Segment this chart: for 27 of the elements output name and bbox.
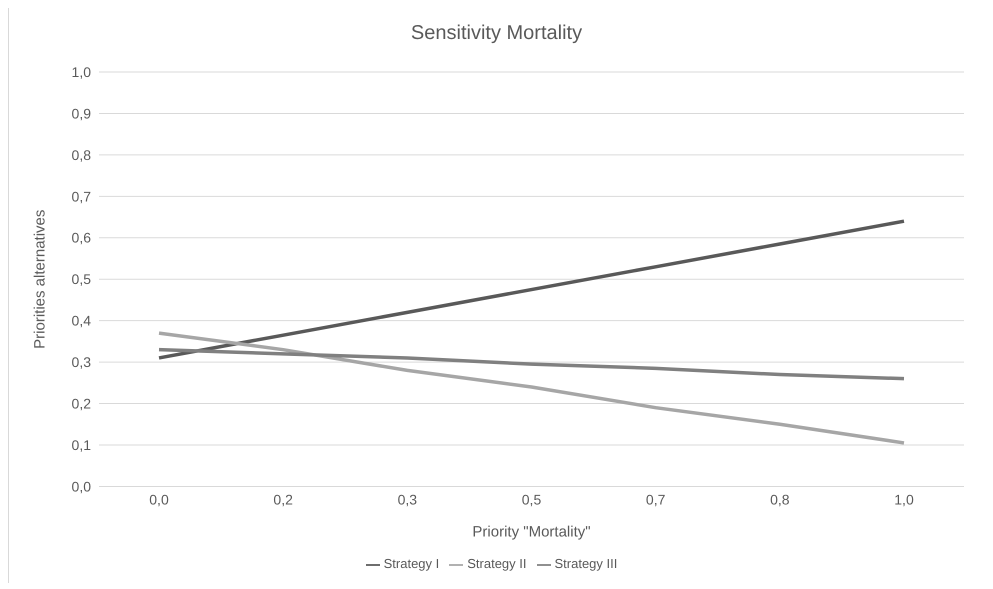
x-tick-label: 0,2 bbox=[273, 491, 294, 508]
legend-label: Strategy I bbox=[384, 556, 440, 572]
x-axis-title: Priority "Mortality" bbox=[472, 523, 591, 540]
y-tick-label: 0,2 bbox=[72, 396, 92, 412]
y-tick-label: 0,3 bbox=[72, 354, 92, 370]
y-tick-label: 0,6 bbox=[72, 230, 92, 246]
y-tick-label: 0,7 bbox=[72, 188, 92, 204]
y-tick-label: 0,5 bbox=[72, 271, 92, 288]
legend-label: Strategy III bbox=[554, 556, 618, 572]
y-tick-label: 0,8 bbox=[72, 146, 92, 163]
legend-label: Strategy II bbox=[467, 556, 526, 572]
y-tick-label: 0,4 bbox=[72, 312, 92, 329]
y-axis-title: Priorities alternatives bbox=[31, 210, 48, 349]
x-tick-label: 1,0 bbox=[894, 491, 914, 508]
x-tick-label: 0,0 bbox=[149, 491, 169, 508]
x-tick-label: 0,5 bbox=[522, 491, 542, 508]
chart-title: Sensitivity Mortality bbox=[410, 21, 584, 46]
line-series bbox=[157, 219, 906, 360]
x-tick-label: 0,7 bbox=[646, 491, 666, 508]
y-tick-label: 0,1 bbox=[72, 436, 92, 453]
line-series bbox=[157, 331, 906, 445]
line-series bbox=[157, 348, 906, 380]
x-tick-label: 0,3 bbox=[398, 491, 418, 508]
y-tick-label: 1,0 bbox=[72, 64, 92, 80]
y-tick-label: 0,9 bbox=[72, 105, 92, 122]
x-tick-label: 0,8 bbox=[770, 491, 790, 508]
y-tick-label: 0,0 bbox=[72, 478, 92, 494]
